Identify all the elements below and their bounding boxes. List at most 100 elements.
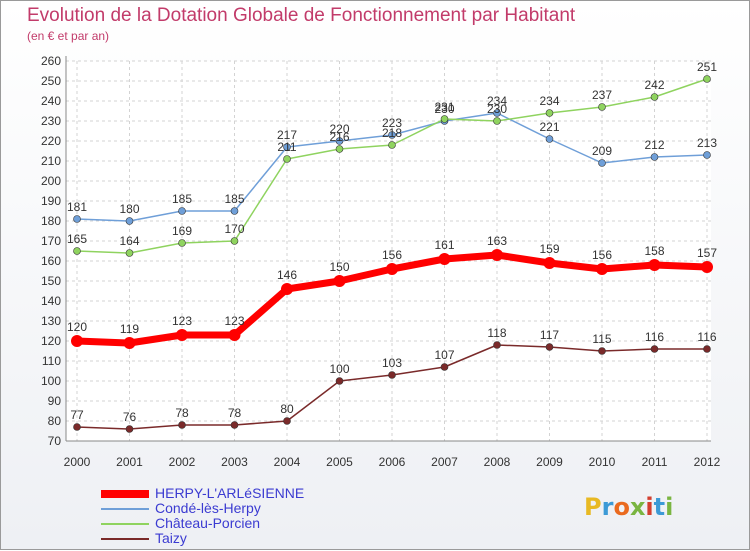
x-tick-label: 2001 <box>116 455 143 469</box>
y-tick-label: 90 <box>48 394 62 408</box>
y-tick-label: 260 <box>41 54 61 68</box>
data-label: 103 <box>382 356 402 370</box>
data-label: 221 <box>539 120 559 134</box>
data-point <box>598 103 606 111</box>
data-label: 123 <box>224 314 244 328</box>
data-point <box>335 377 344 385</box>
legend-swatch <box>101 508 149 510</box>
y-tick-label: 240 <box>41 94 61 108</box>
data-label: 118 <box>487 326 506 340</box>
x-tick-label: 2011 <box>642 455 668 469</box>
data-point <box>335 145 344 153</box>
x-tick-label: 2009 <box>536 455 563 469</box>
data-label: 159 <box>539 242 559 256</box>
data-point <box>493 341 501 349</box>
y-tick-label: 140 <box>41 294 61 308</box>
y-tick-label: 210 <box>41 154 61 168</box>
data-point <box>493 109 501 117</box>
y-tick-label: 190 <box>41 194 61 208</box>
data-point <box>388 141 396 149</box>
proxiti-logo: Proxiti <box>584 493 673 521</box>
data-point <box>598 159 606 167</box>
data-point <box>335 137 344 145</box>
legend-label: Taizy <box>155 530 187 546</box>
data-label: 185 <box>224 192 244 206</box>
data-label: 209 <box>592 144 612 158</box>
logo-letter: o <box>613 493 630 521</box>
data-point <box>440 115 449 123</box>
data-label: 117 <box>540 328 559 342</box>
data-point <box>650 345 659 353</box>
data-label: 123 <box>172 314 192 328</box>
y-tick-label: 180 <box>41 214 61 228</box>
data-point <box>125 425 134 433</box>
data-point <box>650 153 659 161</box>
x-tick-label: 2000 <box>64 455 91 469</box>
data-label: 218 <box>382 126 402 140</box>
data-label: 234 <box>487 94 507 108</box>
data-label: 161 <box>434 238 454 252</box>
y-tick-label: 110 <box>42 354 61 368</box>
data-point <box>230 207 239 215</box>
data-label: 78 <box>175 406 189 420</box>
data-label: 116 <box>697 330 716 344</box>
data-label: 212 <box>644 138 664 152</box>
data-point <box>545 135 554 143</box>
y-tick-label: 250 <box>41 74 61 88</box>
data-label: 76 <box>123 410 137 424</box>
data-point <box>491 249 503 261</box>
data-label: 156 <box>382 248 402 262</box>
x-tick-label: 2008 <box>484 455 511 469</box>
x-tick-label: 2002 <box>169 455 196 469</box>
data-point <box>703 151 711 159</box>
data-label: 157 <box>697 246 717 260</box>
data-label: 213 <box>697 136 717 150</box>
data-label: 77 <box>70 408 84 422</box>
data-point <box>598 347 606 355</box>
data-point <box>281 283 293 295</box>
y-tick-label: 230 <box>41 114 61 128</box>
y-tick-label: 220 <box>41 134 61 148</box>
y-tick-label: 80 <box>48 414 62 428</box>
legend-label: HERPY-L'ARLéSIENNE <box>155 485 305 501</box>
legend-label: Condé-lès-Herpy <box>155 500 261 516</box>
chart-subtitle: (en € et par an) <box>27 29 110 43</box>
data-label: 80 <box>280 402 294 416</box>
legend-swatch <box>101 538 149 540</box>
data-point <box>73 215 81 223</box>
logo-letter: i <box>645 493 654 521</box>
data-label: 164 <box>119 234 139 248</box>
data-point <box>438 253 451 265</box>
data-label: 170 <box>224 222 244 236</box>
data-label: 78 <box>228 406 242 420</box>
data-label: 230 <box>434 102 454 116</box>
x-tick-label: 2006 <box>379 455 406 469</box>
data-point <box>178 207 186 215</box>
data-point <box>545 343 554 351</box>
x-tick-label: 2012 <box>694 455 721 469</box>
data-point <box>493 117 501 125</box>
legend-swatch <box>101 523 149 525</box>
data-label: 242 <box>644 78 664 92</box>
data-point <box>283 143 291 151</box>
logo-letter: x <box>629 493 646 521</box>
data-point <box>125 217 134 225</box>
data-point <box>228 329 241 341</box>
y-tick-label: 70 <box>48 434 62 448</box>
data-label: 169 <box>172 224 192 238</box>
y-tick-label: 200 <box>41 174 61 188</box>
x-tick-label: 2007 <box>431 455 458 469</box>
data-label: 251 <box>697 60 717 74</box>
data-point <box>388 371 396 379</box>
data-point <box>701 261 713 273</box>
legend-swatch <box>101 490 149 498</box>
x-tick-label: 2003 <box>221 455 248 469</box>
data-point <box>123 337 136 349</box>
data-label: 220 <box>329 122 349 136</box>
data-label: 146 <box>277 268 297 282</box>
data-label: 230 <box>487 102 507 116</box>
data-label: 163 <box>487 234 507 248</box>
data-point <box>176 329 188 341</box>
data-label: 181 <box>67 200 87 214</box>
